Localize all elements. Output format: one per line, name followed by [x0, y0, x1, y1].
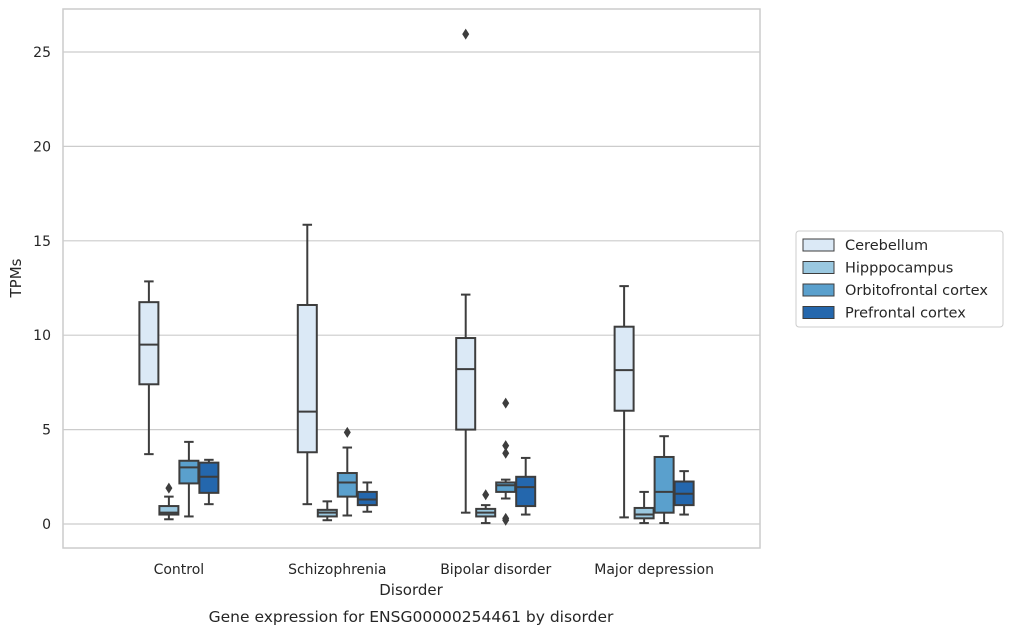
- outlier-point: [502, 514, 510, 526]
- legend-frame: [795, 230, 1004, 328]
- box-body: [296, 303, 318, 454]
- y-tick-labels: 0 5 10 15 20 25: [33, 45, 51, 533]
- box-body: [633, 506, 655, 520]
- box-body: [336, 472, 358, 498]
- box-body: [455, 337, 477, 431]
- boxes: [138, 28, 695, 526]
- box-hipppocampus: [316, 500, 338, 522]
- box-cerebellum: [455, 28, 477, 514]
- box-orbitofrontal-cortex: [178, 440, 200, 518]
- y-tick-label: 25: [33, 45, 51, 61]
- legend-label: Hipppocampus: [845, 261, 953, 277]
- y-tick-label: 10: [33, 328, 51, 344]
- y-tick-label: 15: [33, 234, 51, 250]
- legend-swatch: [802, 238, 835, 252]
- outlier-point: [343, 426, 351, 438]
- legend-swatch: [802, 283, 835, 297]
- box-body: [138, 301, 160, 386]
- outlier-point: [482, 489, 490, 501]
- x-tick-label: Control: [154, 562, 205, 578]
- box-body: [178, 459, 200, 485]
- outlier-point: [502, 397, 510, 409]
- legend-label: Orbitofrontal cortex: [845, 283, 988, 299]
- y-tick-label: 20: [33, 139, 51, 155]
- box-orbitofrontal-cortex: [653, 435, 675, 525]
- plot-frame: [62, 8, 761, 549]
- legend: Cerebellum Hipppocampus Orbitofrontal cort…: [795, 230, 1004, 328]
- box-prefrontal-cortex: [515, 456, 537, 516]
- box-orbitofrontal-cortex: [336, 426, 358, 517]
- box-cerebellum: [138, 280, 160, 456]
- y-tick-label: 5: [42, 423, 51, 439]
- legend-label: Prefrontal cortex: [845, 306, 966, 322]
- box-body: [515, 475, 537, 508]
- outlier-point: [502, 440, 510, 452]
- y-axis-label: TPMs: [7, 258, 25, 298]
- legend-swatch: [802, 261, 835, 274]
- x-tick-label: Schizophrenia: [288, 562, 386, 578]
- box-prefrontal-cortex: [198, 458, 220, 506]
- box-cerebellum: [613, 285, 635, 519]
- box-hipppocampus: [158, 482, 180, 521]
- box-body: [495, 481, 517, 493]
- box-orbitofrontal-cortex: [495, 397, 517, 526]
- x-tick-label: Major depression: [594, 562, 714, 578]
- box-prefrontal-cortex: [673, 470, 695, 516]
- x-tick-labels: Control Schizophrenia Bipolar disorder Majo…: [154, 562, 714, 578]
- chart-caption: Gene expression for ENSG00000254461 by d…: [209, 608, 614, 626]
- x-tick-label: Bipolar disorder: [440, 562, 551, 578]
- box-hipppocampus: [475, 489, 497, 525]
- box-cerebellum: [296, 223, 318, 506]
- box-prefrontal-cortex: [356, 481, 378, 513]
- legend-swatch: [802, 306, 835, 319]
- box-body: [613, 325, 635, 412]
- grid-lines: [63, 51, 760, 525]
- outlier-point: [165, 482, 173, 494]
- box-body: [158, 505, 180, 516]
- legend-label: Cerebellum: [845, 238, 928, 254]
- box-hipppocampus: [633, 490, 655, 525]
- box-body: [653, 455, 675, 514]
- outlier-point: [502, 447, 510, 459]
- y-tick-label: 0: [42, 517, 51, 533]
- outlier-point: [462, 28, 470, 40]
- x-axis-label: Disorder: [379, 581, 443, 599]
